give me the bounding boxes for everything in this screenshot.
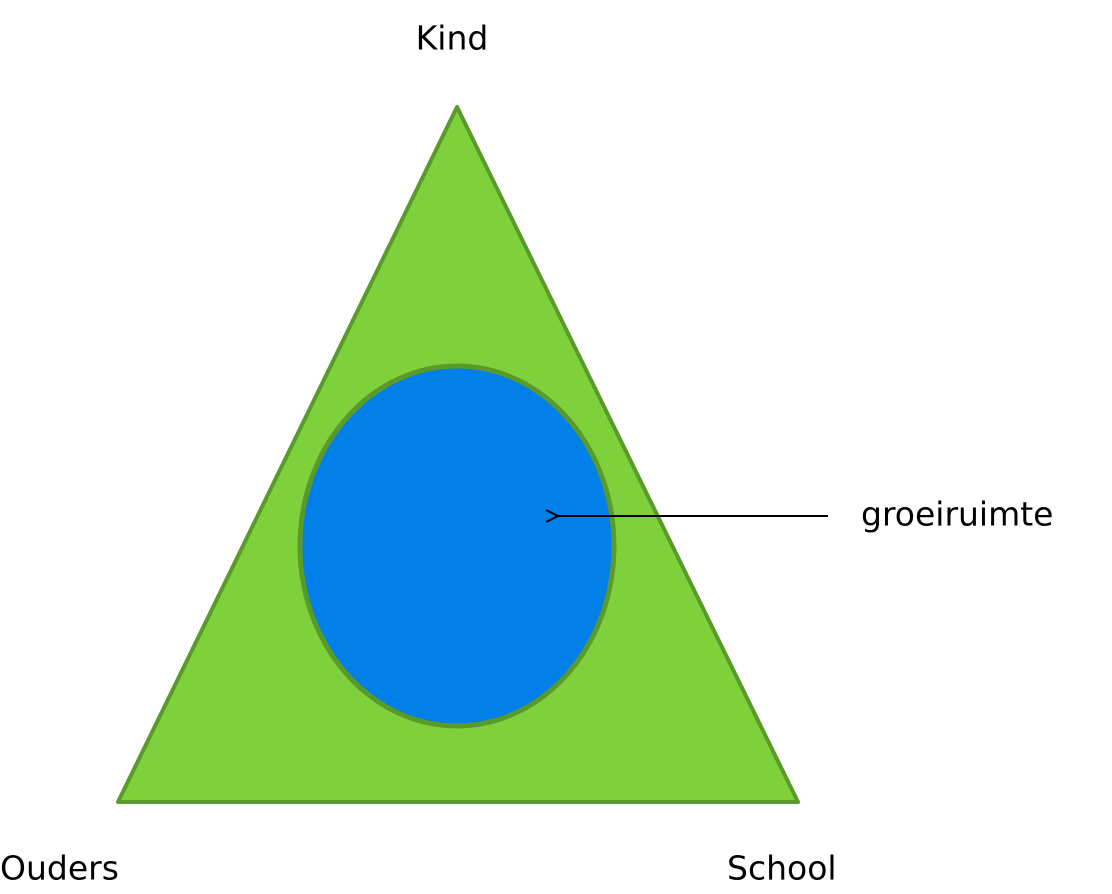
node-label: Kind [416,19,489,58]
node-label: School [727,849,837,888]
center-label: groeiruimte [861,495,1054,534]
node-label: Ouders [0,849,119,888]
circle [297,363,617,729]
